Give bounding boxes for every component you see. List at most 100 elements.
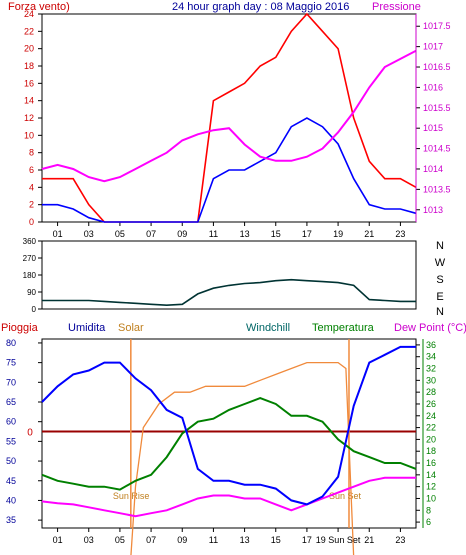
pressure-y-tick-label: 1015 <box>423 123 443 133</box>
pressure-y-tick-label: 1014 <box>423 164 443 174</box>
wind-y-tick-label: 4 <box>29 182 34 192</box>
compass-label: E <box>436 291 443 303</box>
temp-y-tick-label: 36 <box>426 340 436 350</box>
temp-x-tick-label: 15 <box>271 535 281 545</box>
direction-y-tick-label: 180 <box>23 271 37 280</box>
humidity-y-tick-label: 50 <box>6 456 16 466</box>
wind-y-tick-label: 0 <box>29 217 34 227</box>
humidity-y-tick-label: 65 <box>6 397 16 407</box>
pressure-series <box>41 49 417 183</box>
temp-y-tick-label: 28 <box>426 387 436 397</box>
wind-axis-title: Forza vento) <box>8 1 70 13</box>
temp-y-tick-label: 14 <box>426 470 436 480</box>
sunset-label: Sun Set <box>329 491 362 501</box>
humidity-y-tick-label: 55 <box>6 436 16 446</box>
humidity-y-tick-label: 45 <box>6 476 16 486</box>
pressure-y-tick-label: 1016.5 <box>423 62 451 72</box>
temperature-series <box>41 397 417 491</box>
pressure-y-tick-label: 1013.5 <box>423 184 451 194</box>
wind-x-tick-label: 23 <box>395 229 405 239</box>
wind-x-tick-label: 09 <box>177 229 187 239</box>
wind-x-tick-label: 11 <box>209 229 218 239</box>
wind-panel <box>41 13 417 223</box>
wind-direction-series <box>42 278 416 307</box>
legend-humidity: Umidita <box>68 322 106 334</box>
legend-rain: Pioggia <box>1 322 39 334</box>
graph-title: 24 hour graph day : 08 Maggio 2016 <box>172 1 349 13</box>
dewpoint-series <box>41 476 416 518</box>
wind-speed-series <box>42 117 417 223</box>
wind-y-tick-label: 24 <box>24 9 34 19</box>
rain-axis-label: 0 <box>27 428 33 439</box>
wind-y-tick-label: 16 <box>24 78 34 88</box>
wind-x-tick-label: 05 <box>115 229 125 239</box>
humidity-y-tick-label: 60 <box>6 417 16 427</box>
temp-y-tick-label: 10 <box>426 493 436 503</box>
temp-y-tick-label: 12 <box>426 482 436 492</box>
compass-label: N <box>436 240 444 252</box>
wind-x-tick-label: 13 <box>240 229 250 239</box>
temp-y-tick-label: 18 <box>426 446 436 456</box>
wind-y-tick-label: 20 <box>24 44 34 54</box>
humidity-y-tick-label: 70 <box>6 377 16 387</box>
wind-x-tick-label: 07 <box>146 229 156 239</box>
temp-x-tick-label: 11 <box>209 535 218 545</box>
wind-y-tick-label: 8 <box>29 148 34 158</box>
wind-y-tick-label: 22 <box>24 26 34 36</box>
wind-y-tick-label: 10 <box>24 130 34 140</box>
wind-y-tick-label: 14 <box>24 96 34 106</box>
direction-y-tick-label: 0 <box>32 305 37 314</box>
temp-x-tick-label: 09 <box>177 535 187 545</box>
temp-y-tick-label: 16 <box>426 458 436 468</box>
compass-label: W <box>435 257 446 269</box>
temp-x-tick-label: 23 <box>395 535 405 545</box>
wind-pressure-chart: 02468101214161820222410131013.510141014.… <box>24 9 451 239</box>
temp-y-tick-label: 22 <box>426 423 436 433</box>
temp-y-tick-label: 34 <box>426 352 436 362</box>
temp-y-tick-label: 30 <box>426 375 436 385</box>
temp-y-tick-label: 20 <box>426 434 436 444</box>
legend-temperature: Temperatura <box>312 322 375 334</box>
pressure-axis-title: Pressione <box>372 1 421 13</box>
wind-x-tick-label: 19 <box>333 229 343 239</box>
solar-series <box>130 361 355 555</box>
sunrise-label: Sun Rise <box>113 491 150 501</box>
pressure-y-tick-label: 1016 <box>423 82 443 92</box>
pressure-y-tick-label: 1013 <box>423 205 443 215</box>
temp-y-tick-label: 24 <box>426 411 436 421</box>
pressure-y-tick-label: 1017 <box>423 42 443 52</box>
compass-label: S <box>436 274 443 286</box>
temp-y-tick-label: 6 <box>426 517 431 527</box>
humidity-y-tick-label: 75 <box>6 358 16 368</box>
pressure-y-tick-label: 1017.5 <box>423 21 451 31</box>
wind-y-tick-label: 12 <box>24 113 34 123</box>
wind-x-tick-label: 03 <box>84 229 94 239</box>
wind-y-tick-label: 2 <box>29 200 34 210</box>
temp-x-tick-label: 07 <box>146 535 156 545</box>
compass-label: N <box>436 306 444 318</box>
legend-solar: Solar <box>118 322 144 334</box>
temp-x-tick-label: 05 <box>115 535 125 545</box>
wind-y-tick-label: 18 <box>24 61 34 71</box>
temp-x-tick-label: 13 <box>240 535 250 545</box>
direction-y-tick-label: 360 <box>23 237 37 246</box>
wind-y-tick-label: 6 <box>29 165 34 175</box>
legend-dewpoint: Dew Point (°C) <box>394 322 466 334</box>
wind-x-tick-label: 01 <box>53 229 63 239</box>
humidity-y-tick-label: 40 <box>6 495 16 505</box>
temp-y-tick-label: 32 <box>426 364 436 374</box>
direction-panel <box>41 240 417 310</box>
temp-x-tick-label: 17 <box>302 535 312 545</box>
direction-y-tick-label: 90 <box>27 288 36 297</box>
legend-windchill: Windchill <box>246 322 290 334</box>
temp-x-tick-label: 19 Sun Set <box>316 535 361 545</box>
temp-y-tick-label: 26 <box>426 399 436 409</box>
wind-x-tick-label: 15 <box>271 229 281 239</box>
direction-y-tick-label: 270 <box>23 254 37 263</box>
pressure-y-tick-label: 1014.5 <box>423 144 451 154</box>
humidity-series <box>41 345 416 506</box>
